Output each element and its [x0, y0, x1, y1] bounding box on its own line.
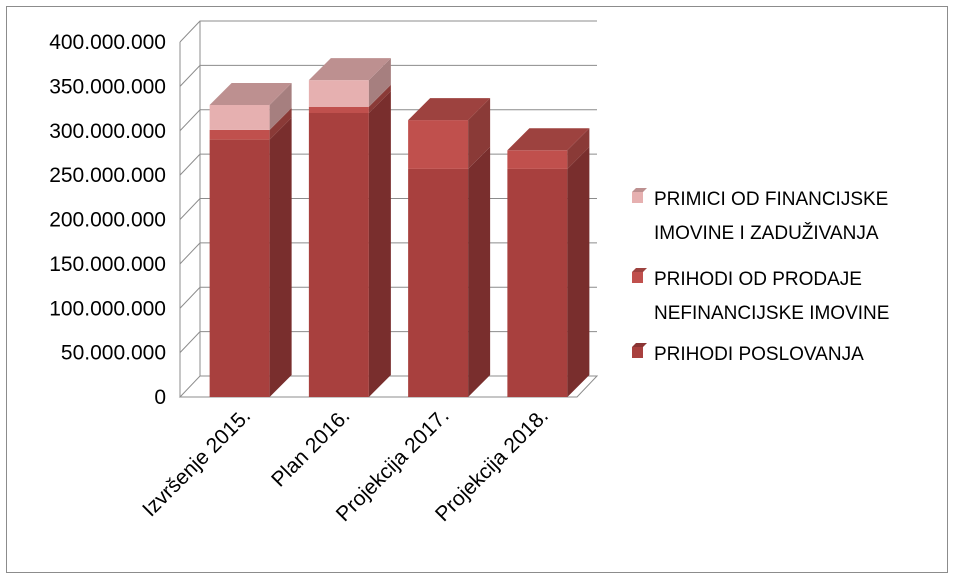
bar-top [209, 83, 292, 106]
y-axis: 0 50.000.000 100.000.000 150.000.000 200.000… [49, 31, 166, 409]
legend-entry: PRIMICI OD FINANCIJSKE IMOVINE I ZADUŽIVA… [632, 188, 888, 244]
y-tick-label: 150.000.000 [49, 253, 166, 276]
x-category-label: Plan 2016. [267, 404, 354, 491]
legend-entry: PRIHODI OD PRODAJE NEFINANCIJSKE IMOVINE [632, 268, 889, 324]
bar-side [269, 117, 292, 397]
bar-side [368, 91, 391, 397]
bar-side [269, 107, 292, 140]
y-tick-label: 0 [154, 386, 166, 409]
legend-entry: PRIHODI POSLOVANJA [632, 343, 864, 365]
bar-front [308, 80, 369, 107]
bar-top [408, 98, 491, 121]
legend-label: PRIMICI OD FINANCIJSKE IMOVINE I ZADUŽIVA… [654, 189, 888, 244]
bar-side [269, 83, 292, 130]
x-axis-labels: Izvršenje 2015. Plan 2016.Projekcija 2017… [138, 404, 553, 526]
legend-swatch-top [632, 188, 647, 192]
bar-side [567, 128, 590, 169]
bar-front [209, 105, 270, 130]
bar-segment [308, 58, 391, 107]
bar-segment [209, 107, 292, 140]
bars-layer [209, 58, 590, 397]
bar-segment [507, 146, 590, 397]
bar-front [408, 120, 469, 169]
bar-top [507, 128, 590, 151]
bar-segment [408, 146, 491, 397]
bar-segment [209, 117, 292, 397]
x-category-label: Izvršenje 2015. [138, 404, 255, 521]
bar-front [507, 150, 568, 169]
bar-side [368, 58, 391, 107]
bar-front [408, 168, 469, 397]
bar-front [308, 113, 369, 397]
bar-segment [408, 98, 491, 169]
legend-swatch-top [632, 268, 647, 272]
legend-label: PRIHODI POSLOVANJA [654, 344, 864, 365]
bar-front [308, 106, 369, 113]
bar-side [567, 146, 590, 397]
bar-front [209, 129, 270, 140]
legend-swatch-top [632, 343, 647, 347]
legend-swatch [632, 347, 643, 358]
bar-segment [308, 84, 391, 113]
bar-top [308, 58, 391, 81]
y-tick-label: 100.000.000 [49, 297, 166, 320]
y-tick-label: 350.000.000 [49, 75, 166, 98]
y-tick-label: 200.000.000 [49, 209, 166, 232]
y-tick-label: 50.000.000 [61, 342, 166, 365]
gridline [179, 20, 597, 43]
bar-front [209, 139, 270, 397]
bar-side [468, 146, 491, 397]
legend-swatch [632, 192, 643, 203]
bar-front [507, 168, 568, 397]
bar-segment [209, 83, 292, 130]
bar-side [368, 84, 391, 113]
legend: PRIMICI OD FINANCIJSKE IMOVINE I ZADUŽIVA… [632, 188, 889, 365]
legend-label: PRIHODI OD PRODAJE NEFINANCIJSKE IMOVINE [654, 269, 889, 324]
gridline [179, 64, 597, 87]
bar-segment [308, 91, 391, 397]
y-tick-label: 300.000.000 [49, 120, 166, 143]
bar-segment [507, 128, 590, 169]
bar-side [468, 98, 491, 169]
y-tick-label: 250.000.000 [49, 164, 166, 187]
y-tick-label: 400.000.000 [49, 31, 166, 54]
legend-swatch [632, 272, 643, 283]
